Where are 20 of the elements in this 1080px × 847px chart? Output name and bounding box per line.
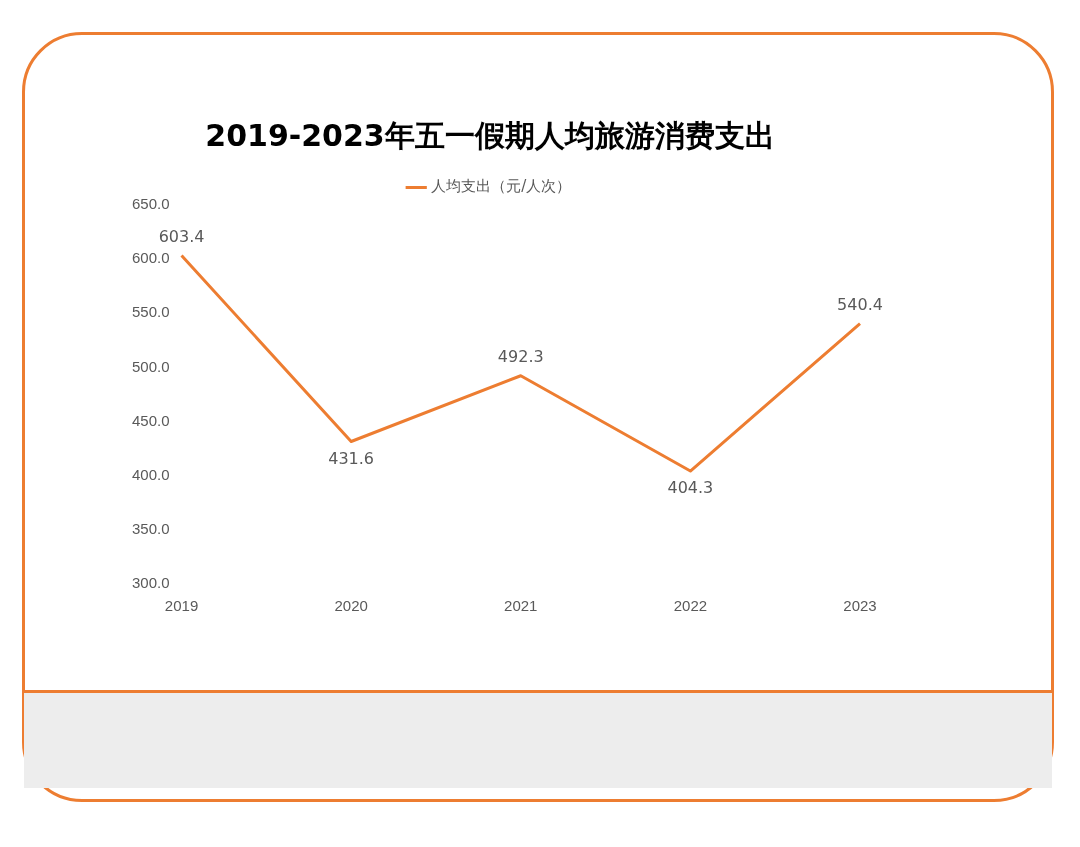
data-label: 540.4 bbox=[837, 294, 883, 314]
x-tick-label: 2022 bbox=[673, 597, 708, 615]
x-tick-label: 2019 bbox=[164, 597, 199, 615]
x-tick-label: 2021 bbox=[504, 597, 538, 615]
data-label: 492.3 bbox=[497, 346, 544, 366]
x-tick-label: 2023 bbox=[843, 597, 877, 615]
y-tick-label: 650.0 bbox=[131, 195, 170, 213]
data-label: 603.4 bbox=[158, 226, 205, 246]
y-tick-label: 600.0 bbox=[131, 249, 170, 267]
x-tick-label: 2020 bbox=[334, 597, 368, 615]
data-label: 431.6 bbox=[328, 448, 375, 468]
y-tick-label: 450.0 bbox=[131, 411, 170, 429]
chart-title: 2019-2023年五一假期人均旅游消费支出 bbox=[205, 117, 775, 153]
data-label: 404.3 bbox=[667, 478, 714, 498]
y-tick-label: 400.0 bbox=[131, 465, 170, 483]
y-tick-label: 550.0 bbox=[131, 303, 170, 321]
y-tick-label: 350.0 bbox=[131, 520, 170, 537]
y-tick-label: 500.0 bbox=[131, 357, 170, 375]
y-tick-label: 300.0 bbox=[131, 574, 170, 592]
legend-label: 人均支出（元/人次） bbox=[431, 177, 572, 196]
